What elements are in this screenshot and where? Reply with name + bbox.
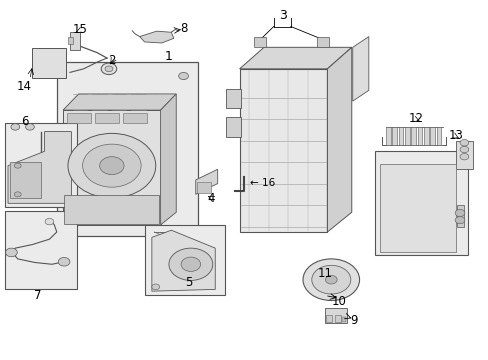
Polygon shape <box>352 37 368 101</box>
Text: 5: 5 <box>184 276 192 289</box>
Text: 10: 10 <box>331 295 346 308</box>
Circle shape <box>181 257 200 271</box>
Polygon shape <box>140 31 173 43</box>
Bar <box>225 117 240 137</box>
Bar <box>326 315 331 321</box>
Polygon shape <box>63 94 176 110</box>
Circle shape <box>5 248 17 257</box>
Circle shape <box>101 63 117 75</box>
Bar <box>379 164 455 252</box>
Bar <box>410 127 415 145</box>
Circle shape <box>178 72 188 80</box>
Bar <box>254 37 266 47</box>
Bar <box>423 127 428 145</box>
Bar <box>325 308 346 323</box>
Bar <box>63 110 160 225</box>
Bar <box>334 315 340 321</box>
Bar <box>385 127 390 145</box>
Bar <box>225 89 240 108</box>
Circle shape <box>311 265 350 294</box>
Circle shape <box>45 219 54 225</box>
Bar <box>341 318 345 321</box>
Bar <box>10 162 41 198</box>
Circle shape <box>303 259 359 301</box>
Bar <box>4 123 77 207</box>
Text: 6: 6 <box>21 116 29 129</box>
Text: 7: 7 <box>34 289 41 302</box>
Circle shape <box>168 248 212 280</box>
Text: 2: 2 <box>108 54 115 67</box>
Bar <box>239 69 327 232</box>
Polygon shape <box>327 47 351 232</box>
Text: 9: 9 <box>350 314 357 327</box>
Circle shape <box>454 210 464 217</box>
Bar <box>64 195 159 224</box>
Circle shape <box>68 134 156 198</box>
Bar <box>4 211 77 289</box>
Bar <box>144 225 224 295</box>
Bar <box>417 127 422 145</box>
Circle shape <box>454 217 464 224</box>
Bar <box>66 113 91 123</box>
Bar <box>398 127 403 145</box>
Circle shape <box>152 284 159 290</box>
Circle shape <box>105 66 113 72</box>
Bar <box>70 32 80 50</box>
Text: 1: 1 <box>164 50 172 63</box>
Bar <box>404 127 409 145</box>
Text: 15: 15 <box>72 23 87 36</box>
Bar <box>123 113 147 123</box>
Circle shape <box>459 146 468 153</box>
Polygon shape <box>239 47 351 69</box>
Bar <box>316 37 328 47</box>
Circle shape <box>459 139 468 146</box>
Bar <box>436 127 441 145</box>
Circle shape <box>325 275 336 284</box>
Polygon shape <box>195 169 217 194</box>
Polygon shape <box>160 94 176 225</box>
Circle shape <box>82 144 141 187</box>
Bar <box>391 127 396 145</box>
Bar <box>374 151 467 255</box>
Polygon shape <box>152 230 215 291</box>
Circle shape <box>14 192 21 197</box>
Circle shape <box>100 157 124 175</box>
Text: ← 16: ← 16 <box>250 178 275 188</box>
Bar <box>455 140 472 169</box>
Text: 3: 3 <box>278 9 286 22</box>
Circle shape <box>25 124 34 130</box>
Text: 8: 8 <box>180 22 187 35</box>
Circle shape <box>58 257 70 266</box>
Circle shape <box>11 124 20 130</box>
Circle shape <box>459 153 468 160</box>
Text: 14: 14 <box>17 80 32 93</box>
Bar <box>68 37 73 44</box>
Text: 13: 13 <box>447 129 462 142</box>
Bar <box>456 205 463 226</box>
Bar <box>429 127 434 145</box>
Text: 12: 12 <box>408 112 423 125</box>
Bar <box>196 182 211 193</box>
Text: 11: 11 <box>317 267 332 280</box>
Polygon shape <box>8 132 71 203</box>
Text: 4: 4 <box>207 192 215 205</box>
Bar <box>57 62 198 235</box>
Bar <box>32 48 65 78</box>
Circle shape <box>14 163 21 168</box>
Bar <box>95 113 119 123</box>
